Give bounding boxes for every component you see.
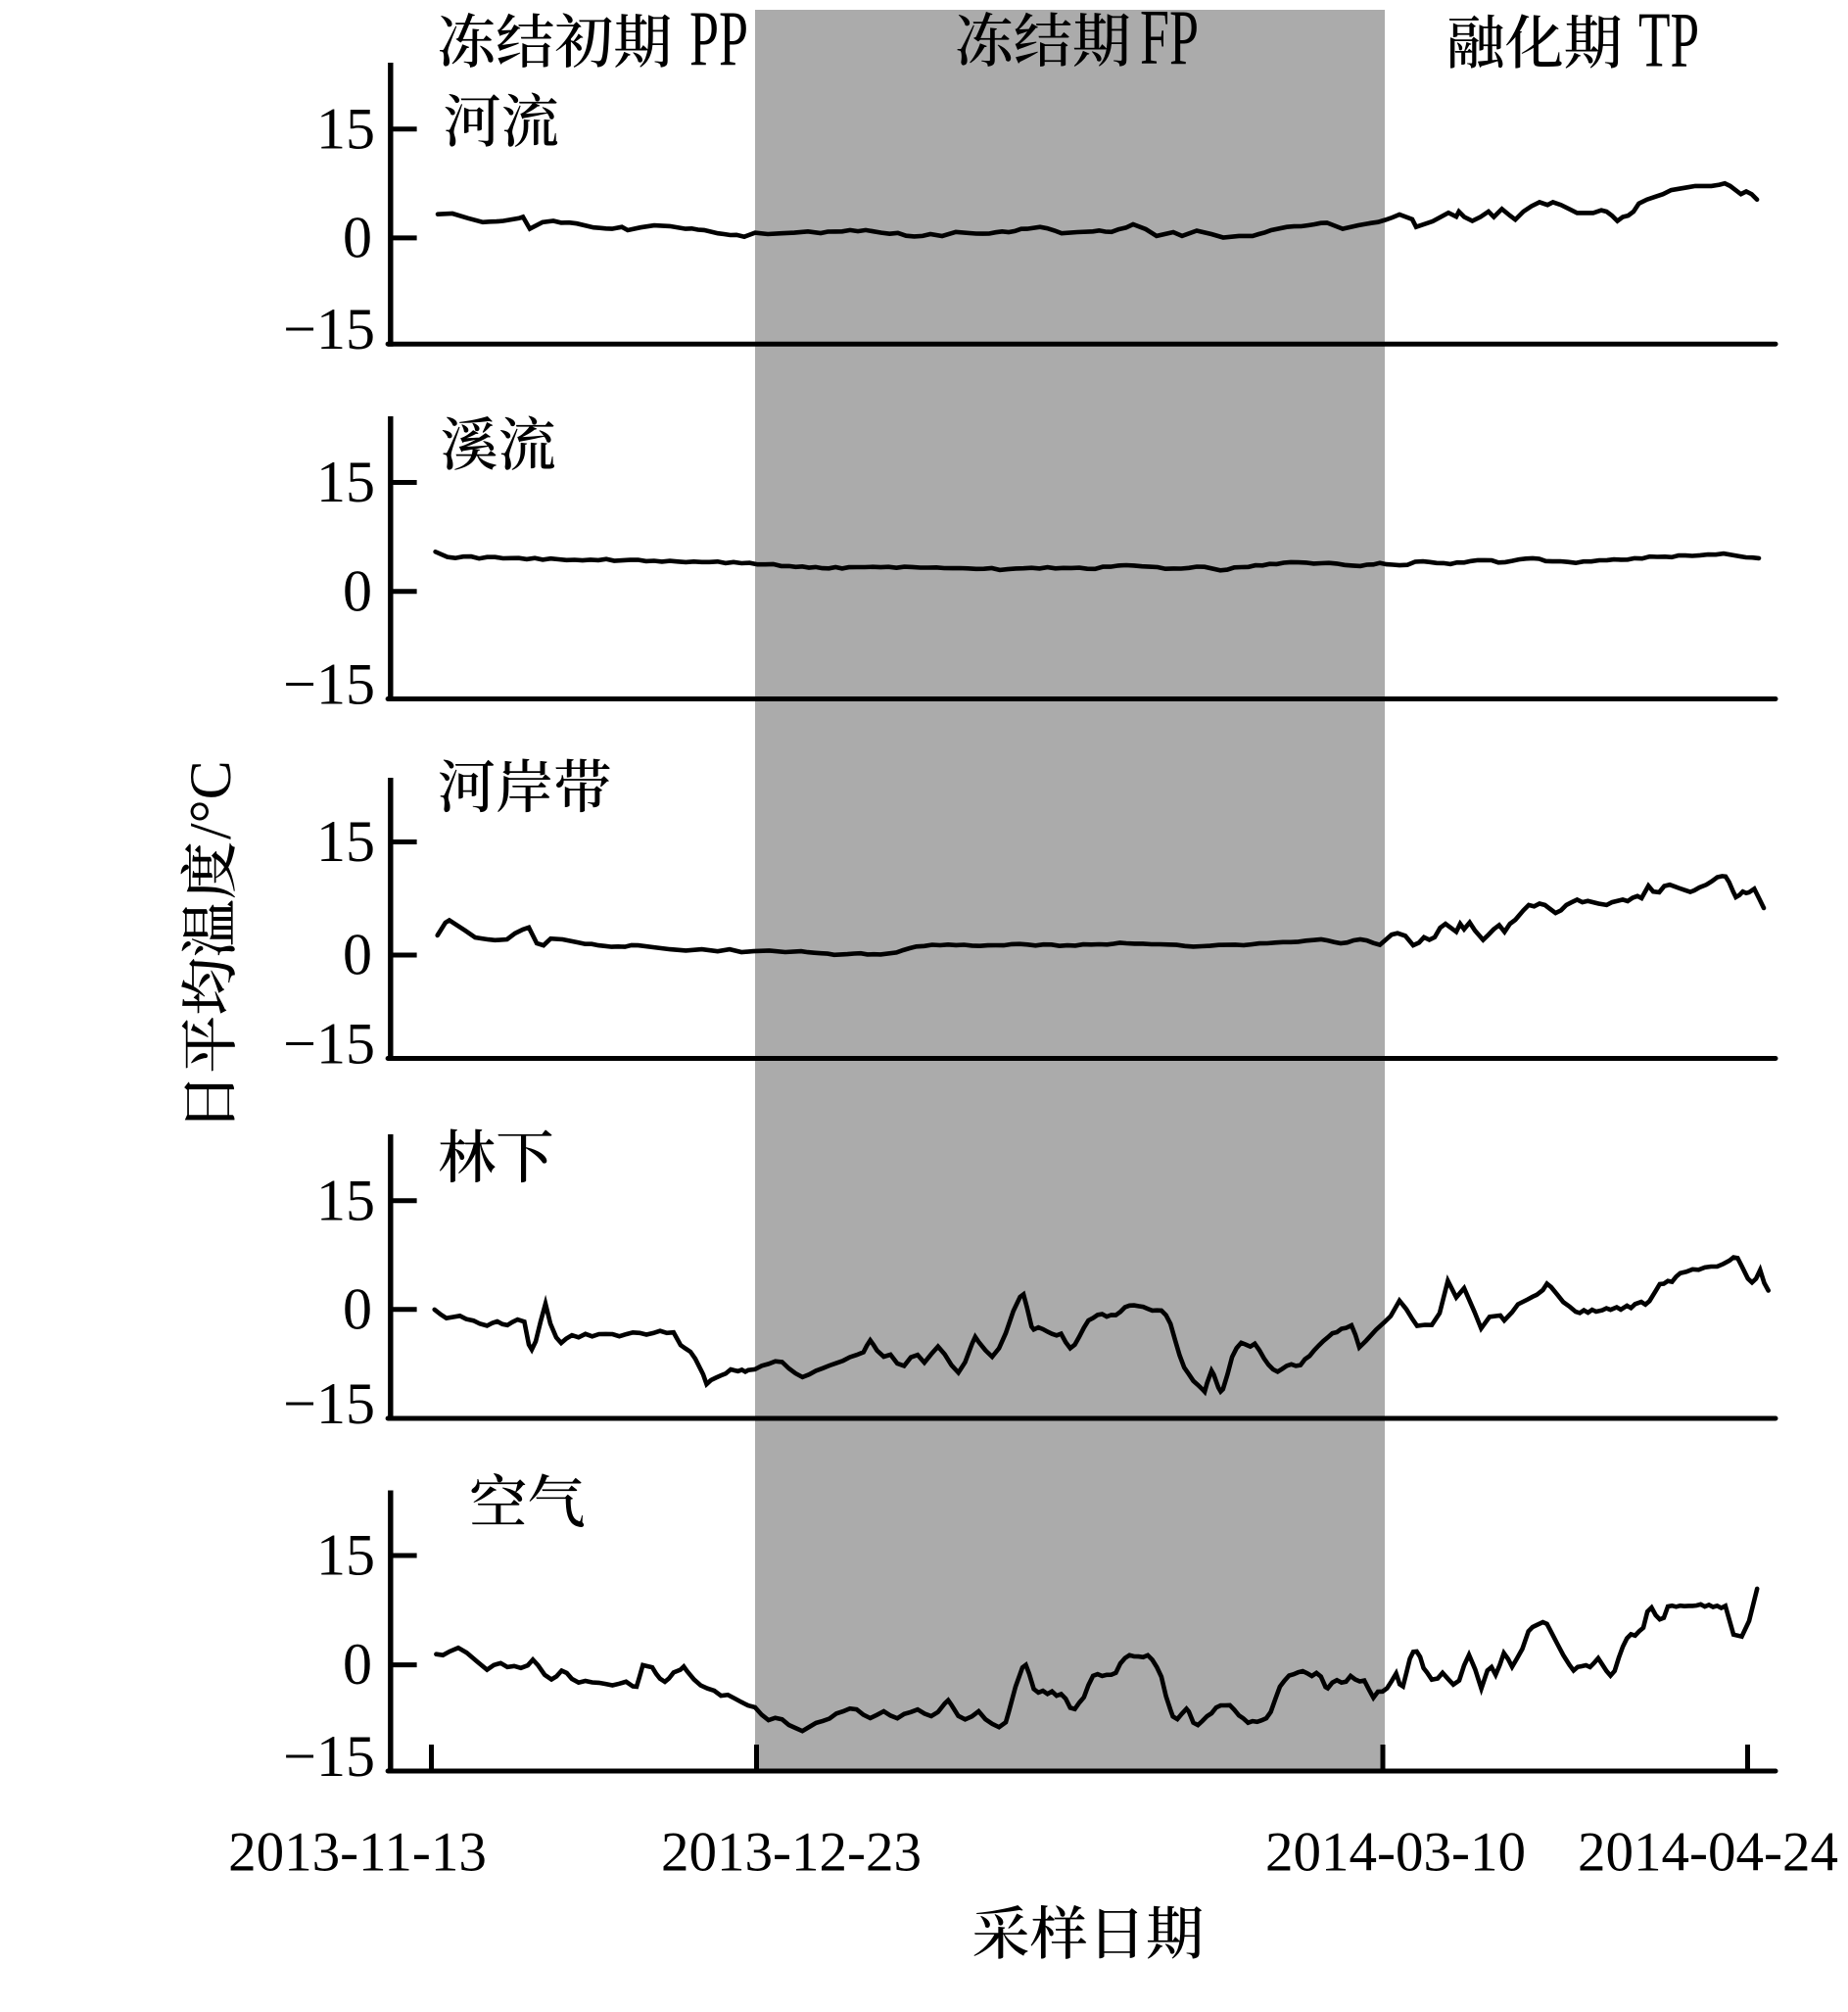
svg-text:15: 15 xyxy=(316,809,375,874)
svg-text:0: 0 xyxy=(343,1276,372,1341)
svg-text:−15: −15 xyxy=(283,1724,375,1789)
svg-text:0: 0 xyxy=(343,923,372,987)
svg-text:PP: PP xyxy=(689,0,748,82)
svg-text:TP: TP xyxy=(1638,0,1699,84)
svg-text:2014-04-24: 2014-04-24 xyxy=(1578,1822,1838,1884)
svg-text:−15: −15 xyxy=(283,1012,375,1077)
svg-text:−15: −15 xyxy=(283,1371,375,1436)
svg-text:−15: −15 xyxy=(283,297,375,361)
svg-text:FP: FP xyxy=(1140,0,1199,81)
svg-text:2013-11-13: 2013-11-13 xyxy=(228,1822,487,1884)
svg-text:0: 0 xyxy=(343,1632,372,1697)
svg-text:2013-12-23: 2013-12-23 xyxy=(661,1822,922,1884)
svg-text:15: 15 xyxy=(316,1523,375,1588)
svg-text:−15: −15 xyxy=(283,652,375,717)
svg-text:2014-03-10: 2014-03-10 xyxy=(1265,1822,1526,1884)
svg-text:15: 15 xyxy=(316,1168,375,1232)
svg-text:15: 15 xyxy=(316,450,375,514)
svg-text:/°C: /°C xyxy=(178,760,243,839)
svg-text:0: 0 xyxy=(343,206,372,270)
svg-text:15: 15 xyxy=(316,96,375,161)
svg-text:0: 0 xyxy=(343,558,372,623)
